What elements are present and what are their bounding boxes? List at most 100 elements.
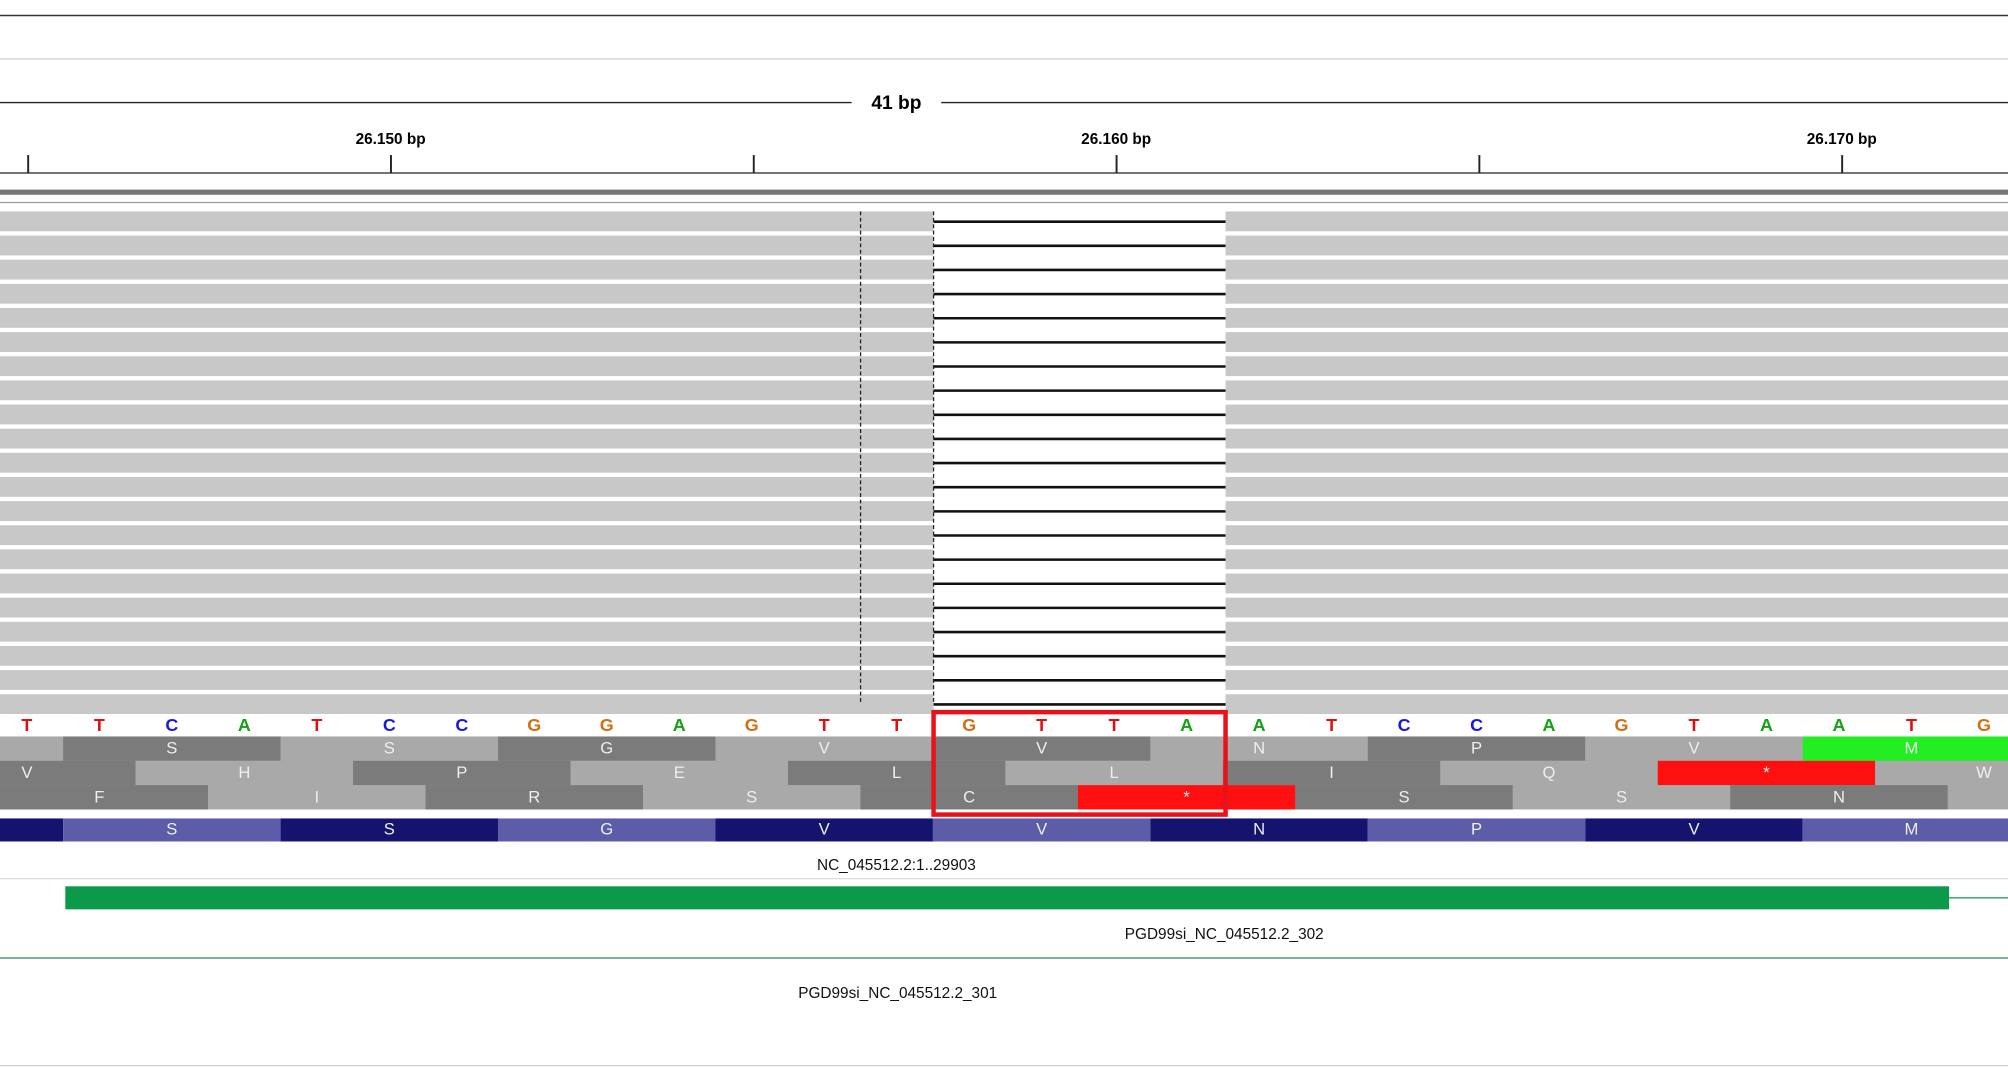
- amino-acid: N: [1253, 739, 1265, 758]
- amino-acid: V: [1688, 819, 1700, 838]
- amino-acid: F: [94, 787, 104, 806]
- read[interactable]: [0, 235, 934, 256]
- base: T: [1109, 715, 1120, 735]
- codon: [0, 785, 209, 810]
- feature-bar[interactable]: [65, 886, 1950, 910]
- amino-acid: S: [746, 787, 757, 806]
- read[interactable]: [0, 380, 934, 401]
- base: T: [311, 715, 322, 735]
- base: T: [1036, 715, 1047, 735]
- base: C: [165, 715, 178, 735]
- base: A: [1180, 715, 1193, 735]
- read[interactable]: [1225, 621, 2008, 642]
- read[interactable]: [1225, 694, 2008, 715]
- read[interactable]: [0, 211, 934, 232]
- read[interactable]: [1225, 307, 2008, 328]
- base: T: [819, 715, 830, 735]
- read[interactable]: [1225, 428, 2008, 449]
- read[interactable]: [1225, 476, 2008, 497]
- read[interactable]: [1225, 380, 2008, 401]
- read[interactable]: [0, 621, 934, 642]
- codon[interactable]: [1367, 818, 1586, 842]
- codon[interactable]: [932, 818, 1151, 842]
- read[interactable]: [1225, 573, 2008, 594]
- codon[interactable]: [498, 818, 716, 842]
- amino-acid: E: [674, 763, 685, 782]
- codon[interactable]: [1802, 818, 2008, 842]
- read[interactable]: [1225, 670, 2008, 690]
- base: A: [1543, 715, 1556, 735]
- read[interactable]: [1225, 259, 2008, 280]
- amino-acid: P: [1471, 739, 1482, 758]
- codon: [1367, 736, 1586, 761]
- read[interactable]: [1225, 404, 2008, 425]
- read[interactable]: [0, 404, 934, 425]
- read[interactable]: [1225, 597, 2008, 618]
- codon: [353, 760, 571, 786]
- amino-acid: C: [963, 787, 975, 806]
- base: A: [673, 715, 686, 735]
- read[interactable]: [0, 476, 934, 497]
- codon: [0, 736, 64, 761]
- codon: [932, 736, 1151, 761]
- codon: [63, 736, 281, 761]
- amino-acid: G: [600, 739, 613, 758]
- read[interactable]: [0, 259, 934, 280]
- read[interactable]: [0, 694, 934, 715]
- read[interactable]: [0, 356, 934, 377]
- read[interactable]: [0, 597, 934, 618]
- read[interactable]: [1225, 452, 2008, 473]
- codon: [1222, 760, 1441, 786]
- codon: [498, 736, 716, 761]
- amino-acid: *: [1763, 763, 1770, 782]
- feature-label: PGD99si_NC_045512.2_302: [1125, 926, 1324, 943]
- read[interactable]: [0, 549, 934, 570]
- amino-acid: N: [1833, 787, 1845, 806]
- translation-track: S S G V V N P V M V H P E L L I Q * W F I R S C * S S N: [0, 736, 2008, 810]
- codon[interactable]: [280, 818, 499, 842]
- read[interactable]: [0, 645, 934, 666]
- amino-acid: S: [166, 819, 177, 838]
- read[interactable]: [0, 670, 934, 690]
- read[interactable]: [1225, 235, 2008, 256]
- read[interactable]: [0, 332, 934, 352]
- read[interactable]: [1225, 501, 2008, 521]
- base: T: [891, 715, 902, 735]
- base: A: [1760, 715, 1773, 735]
- read[interactable]: [1225, 283, 2008, 304]
- read[interactable]: [1225, 211, 2008, 232]
- base: T: [1689, 715, 1700, 735]
- base: G: [745, 715, 759, 735]
- codon: [1802, 736, 2008, 761]
- amino-acid: L: [892, 763, 901, 782]
- base: A: [238, 715, 251, 735]
- read[interactable]: [1225, 549, 2008, 570]
- read[interactable]: [0, 501, 934, 521]
- read[interactable]: [0, 428, 934, 449]
- amino-acid: S: [1399, 787, 1410, 806]
- base: A: [1253, 715, 1266, 735]
- codon: [570, 760, 788, 786]
- read[interactable]: [0, 573, 934, 594]
- read[interactable]: [1225, 645, 2008, 666]
- amino-acid: N: [1253, 819, 1265, 838]
- read[interactable]: [0, 283, 934, 304]
- read[interactable]: [0, 525, 934, 546]
- amino-acid: W: [1976, 763, 1992, 782]
- codon[interactable]: [715, 818, 933, 842]
- read[interactable]: [1225, 356, 2008, 377]
- codon: [1440, 760, 1658, 786]
- read[interactable]: [1225, 525, 2008, 546]
- base: T: [1906, 715, 1917, 735]
- base: C: [1470, 715, 1483, 735]
- codon[interactable]: [1585, 818, 1803, 842]
- amino-acid: G: [600, 819, 613, 838]
- read[interactable]: [1225, 332, 2008, 352]
- codon: [1657, 760, 1876, 786]
- read[interactable]: [0, 452, 934, 473]
- read[interactable]: [0, 307, 934, 328]
- codon[interactable]: [63, 818, 281, 842]
- codon[interactable]: [1150, 818, 1368, 842]
- amino-acid: M: [1905, 819, 1919, 838]
